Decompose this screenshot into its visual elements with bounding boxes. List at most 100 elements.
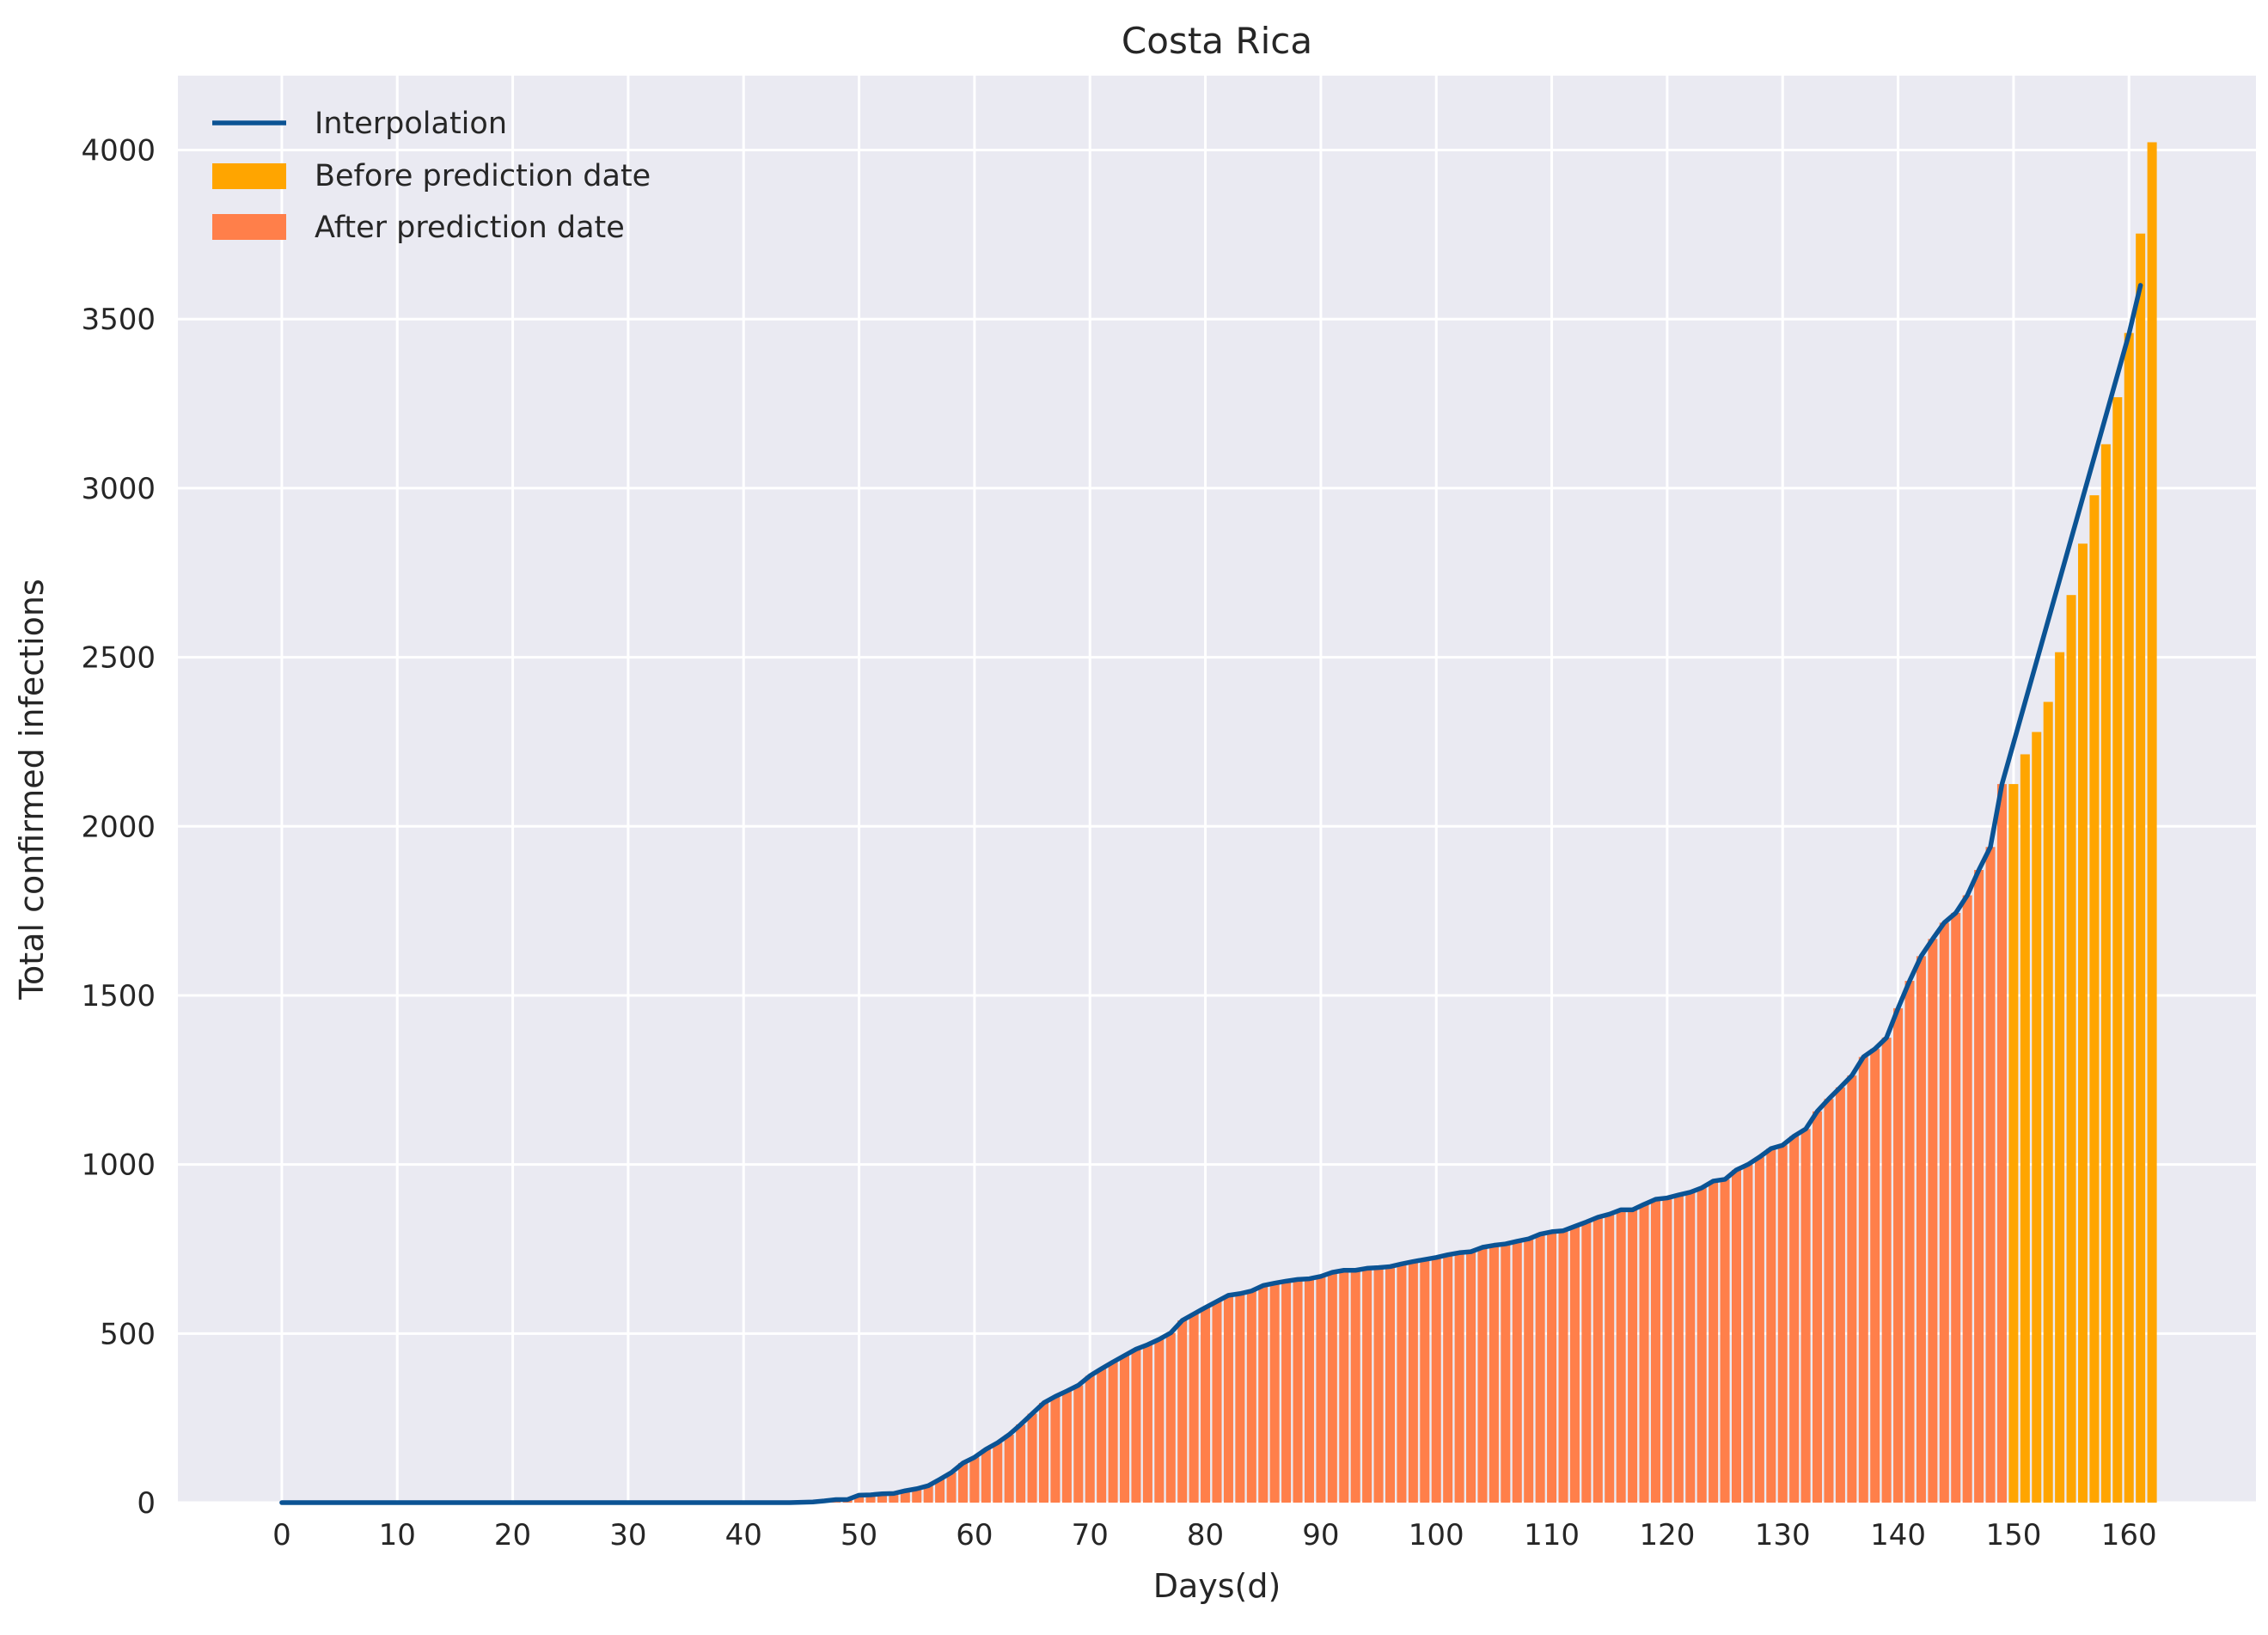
bar-before-155 (2067, 595, 2076, 1503)
bar-after-64 (1016, 1424, 1025, 1503)
bar-after-85 (1258, 1285, 1268, 1503)
bar-after-107 (1513, 1241, 1522, 1503)
bar-after-74 (1131, 1349, 1140, 1503)
bar-after-81 (1212, 1301, 1221, 1503)
bar-after-139 (1882, 1038, 1892, 1503)
bar-after-93 (1351, 1271, 1360, 1503)
bar-before-153 (2044, 702, 2053, 1503)
bar-after-78 (1177, 1320, 1187, 1503)
x-tick-label: 120 (1639, 1518, 1695, 1552)
bar-after-116 (1617, 1209, 1626, 1503)
bar-after-112 (1570, 1227, 1580, 1503)
bar-after-61 (981, 1449, 991, 1503)
bar-after-100 (1432, 1258, 1441, 1503)
bar-after-82 (1224, 1295, 1233, 1503)
bar-after-144 (1940, 922, 1949, 1503)
bar-after-123 (1697, 1188, 1707, 1503)
bar-after-143 (1928, 939, 1937, 1503)
bar-before-159 (2112, 397, 2122, 1503)
x-tick-label: 130 (1755, 1518, 1811, 1552)
bar-after-101 (1443, 1255, 1452, 1503)
bar-after-114 (1593, 1217, 1603, 1503)
bar-after-109 (1536, 1234, 1545, 1503)
bar-after-69 (1073, 1386, 1083, 1503)
bar-before-151 (2020, 754, 2030, 1503)
bar-after-147 (1974, 870, 1984, 1503)
bar-after-70 (1085, 1375, 1095, 1503)
bar-after-65 (1028, 1414, 1037, 1503)
bar-after-119 (1651, 1199, 1660, 1503)
bar-before-150 (2008, 784, 2018, 1503)
bar-after-121 (1674, 1195, 1684, 1503)
y-tick-label: 1500 (81, 979, 156, 1013)
x-tick-label: 110 (1524, 1518, 1580, 1552)
y-tick-label: 3000 (81, 472, 156, 506)
x-tick-label: 150 (1985, 1518, 2041, 1552)
y-tick-label: 4000 (81, 134, 156, 168)
bar-after-134 (1824, 1099, 1833, 1503)
bar-after-66 (1039, 1403, 1048, 1503)
x-tick-label: 0 (272, 1518, 291, 1552)
bar-after-76 (1154, 1339, 1164, 1503)
bar-after-148 (1986, 847, 1996, 1503)
x-tick-label: 60 (956, 1518, 993, 1552)
bar-before-157 (2089, 495, 2099, 1503)
bar-after-129 (1766, 1148, 1776, 1503)
bar-before-158 (2101, 444, 2111, 1503)
bar-after-73 (1120, 1356, 1129, 1503)
legend-swatch-before-prediction (212, 163, 286, 189)
bar-after-146 (1963, 896, 1972, 1503)
bar-after-79 (1189, 1314, 1199, 1503)
bar-after-90 (1316, 1277, 1325, 1503)
x-tick-label: 10 (379, 1518, 416, 1552)
bar-after-97 (1397, 1264, 1406, 1503)
bar-after-102 (1455, 1252, 1464, 1503)
bar-after-138 (1870, 1049, 1880, 1503)
bar-after-142 (1916, 956, 1926, 1503)
y-tick-label: 500 (100, 1317, 156, 1351)
y-tick-label: 0 (137, 1486, 156, 1521)
chart-title: Costa Rica (1122, 20, 1312, 62)
bar-after-92 (1339, 1271, 1348, 1503)
y-tick-label: 2000 (81, 810, 156, 844)
x-tick-label: 140 (1870, 1518, 1926, 1552)
bar-after-140 (1893, 1008, 1903, 1503)
bar-after-105 (1489, 1246, 1499, 1503)
bar-after-80 (1201, 1307, 1210, 1503)
x-tick-label: 160 (2101, 1518, 2157, 1552)
bar-after-145 (1951, 913, 1960, 1503)
x-tick-label: 30 (609, 1518, 646, 1552)
y-axis-label: Total confirmed infections (13, 579, 51, 1000)
bar-after-125 (1721, 1179, 1730, 1503)
bar-after-141 (1904, 981, 1914, 1503)
bar-after-62 (993, 1442, 1002, 1503)
bar-after-132 (1801, 1129, 1811, 1503)
bar-after-67 (1050, 1396, 1060, 1503)
bar-after-133 (1813, 1111, 1822, 1503)
bar-before-162 (2148, 142, 2157, 1503)
legend-label-before-prediction: Before prediction date (315, 159, 651, 193)
bar-after-89 (1305, 1279, 1314, 1503)
bar-after-128 (1755, 1157, 1764, 1503)
x-tick-label: 100 (1409, 1518, 1464, 1552)
x-tick-label: 20 (494, 1518, 531, 1552)
bar-before-160 (2124, 333, 2134, 1503)
bar-after-111 (1558, 1231, 1568, 1503)
bar-after-127 (1743, 1165, 1752, 1503)
bar-after-98 (1409, 1262, 1418, 1503)
x-axis-label: Days(d) (1153, 1567, 1281, 1605)
bar-after-95 (1374, 1268, 1384, 1503)
legend-label-after-prediction: After prediction date (315, 211, 625, 245)
bar-after-75 (1143, 1344, 1152, 1503)
x-tick-label: 90 (1302, 1518, 1339, 1552)
bar-after-149 (1997, 784, 2007, 1503)
bar-after-68 (1062, 1391, 1072, 1503)
bar-after-88 (1293, 1279, 1303, 1503)
bar-after-84 (1247, 1291, 1256, 1503)
bar-after-96 (1385, 1266, 1395, 1503)
bar-after-108 (1524, 1239, 1533, 1503)
